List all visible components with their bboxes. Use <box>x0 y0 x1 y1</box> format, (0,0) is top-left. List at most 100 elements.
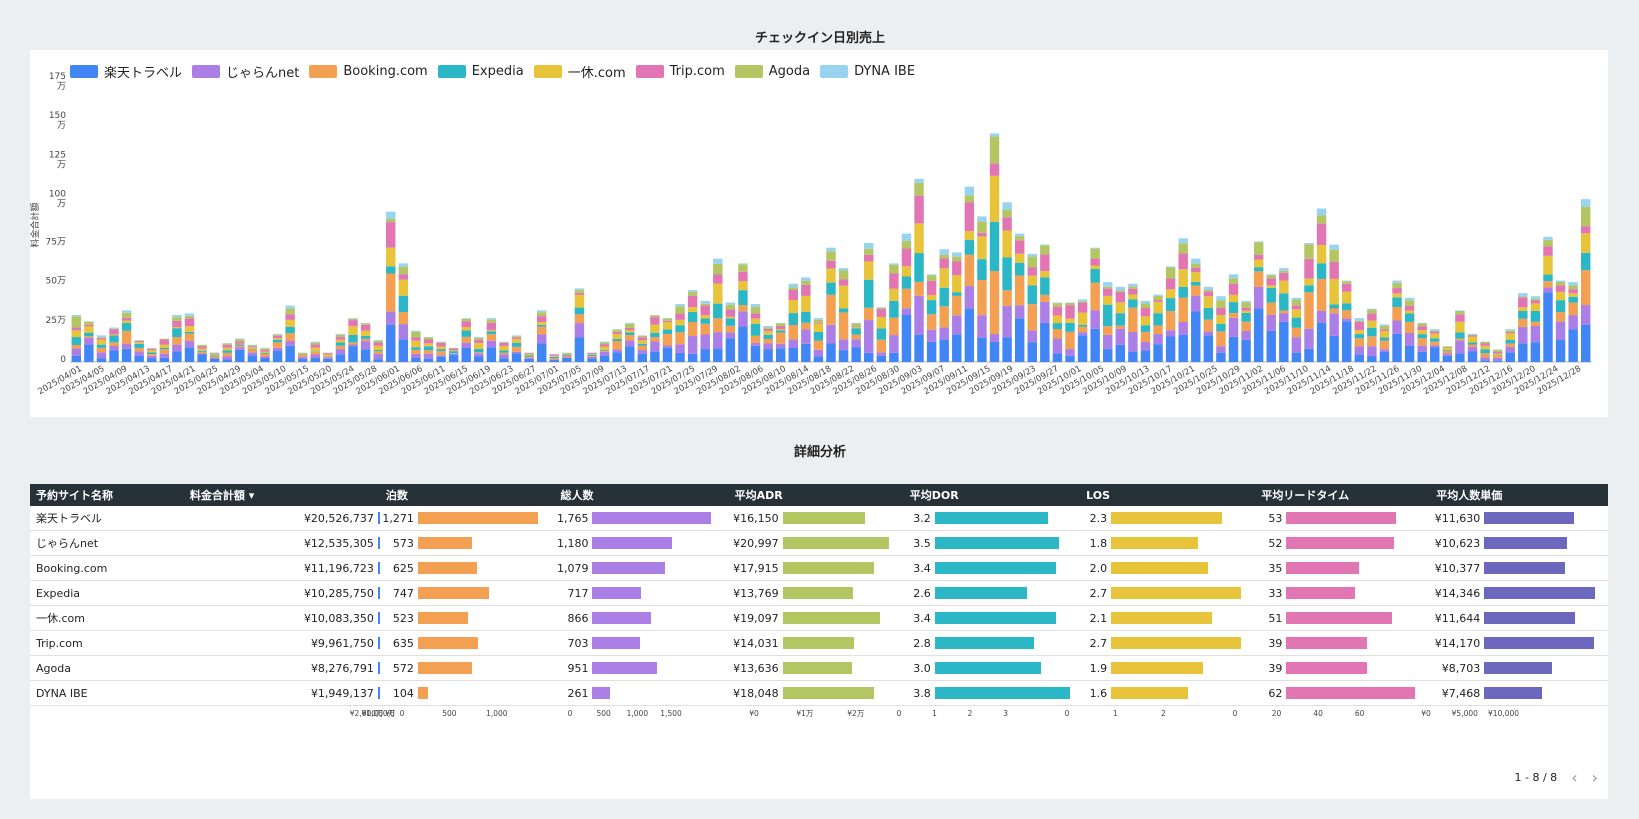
bar-segment <box>1367 308 1377 310</box>
cell-value: ¥16,150 <box>733 511 779 525</box>
bar-segment <box>1404 313 1415 322</box>
cell-value: ¥14,170 <box>1434 636 1481 650</box>
table-axis-tick: 1 <box>1113 709 1118 718</box>
bar-segment <box>637 335 648 338</box>
bar-segment <box>1492 357 1503 361</box>
bar-segment <box>285 341 295 346</box>
bar-segment <box>637 343 648 346</box>
table-cell: ¥12,535,305 <box>183 530 380 556</box>
bar-segment <box>864 279 874 308</box>
bar-segment <box>1128 288 1138 295</box>
bar-segment <box>1266 330 1276 362</box>
legend-item[interactable]: Trip.com <box>635 62 725 81</box>
legend-item[interactable]: 一休.com <box>533 62 626 81</box>
bar-segment <box>1178 286 1188 298</box>
table-cell: 573 <box>379 530 555 556</box>
header-column[interactable]: 料金合計額 ▾ <box>183 484 380 506</box>
bar-segment <box>96 352 107 359</box>
bar-segment <box>801 322 811 330</box>
bar-segment <box>1417 351 1427 362</box>
bar-segment <box>713 274 723 284</box>
bar-segment <box>1153 300 1163 302</box>
bar-segment <box>1329 244 1339 250</box>
bar-segment <box>1103 295 1113 305</box>
table-row[interactable]: Trip.com ¥9,961,750 635 703 ¥14,031 2.8 2.7 39 ¥… <box>30 630 1608 656</box>
next-page-button[interactable]: › <box>1591 768 1598 787</box>
bar-segment <box>687 336 698 354</box>
bar-segment <box>889 300 899 318</box>
header-column[interactable]: LOS <box>1080 484 1256 506</box>
table-cell: ¥20,526,737 <box>183 506 380 531</box>
bar-segment <box>499 358 509 362</box>
bar-segment <box>373 340 383 343</box>
bar-segment <box>109 327 119 329</box>
bar-segment <box>864 307 874 321</box>
legend-label: Trip.com <box>669 64 725 79</box>
bar-segment <box>1128 299 1138 308</box>
table-row[interactable]: DYNA IBE ¥1,949,137 104 261 ¥18,048 3.8 1.6 62 ¥… <box>30 680 1608 706</box>
legend-item[interactable]: 楽天トラベル <box>70 62 182 81</box>
table-row[interactable]: Booking.com ¥11,196,723 625 1,079 ¥17,915 3.4… <box>30 555 1608 581</box>
prev-page-button[interactable]: ‹ <box>1571 768 1578 787</box>
cell-value: 2.1 <box>1089 611 1108 625</box>
table-row[interactable]: 楽天トラベル ¥20,526,737 1,271 1,765 ¥16,150 3.2 2.3… <box>30 506 1608 531</box>
bar-segment <box>310 344 320 348</box>
bar-segment <box>725 325 736 333</box>
header-column[interactable]: 平均ADR <box>728 484 904 506</box>
bar-segment <box>977 221 987 233</box>
bar-segment <box>474 348 484 353</box>
bar-segment <box>599 351 610 356</box>
table-cell: 572 <box>379 655 555 681</box>
bar-segment <box>1555 280 1566 282</box>
legend-item[interactable]: DYNA IBE <box>820 62 915 81</box>
table-row[interactable]: じゃらんnet ¥12,535,305 573 1,180 ¥20,997 3.5 1.8 5… <box>30 530 1608 556</box>
header-column[interactable]: 総人数 <box>554 484 729 506</box>
header-column[interactable]: 平均人数単価 <box>1430 484 1608 506</box>
bar-segment <box>637 350 648 354</box>
header-column[interactable]: 平均リードタイム <box>1255 484 1431 506</box>
bar-segment <box>1354 322 1365 331</box>
bar-segment <box>499 352 509 355</box>
bar-segment <box>184 313 195 316</box>
bar-segment <box>1455 321 1465 333</box>
bar-segment <box>134 351 144 356</box>
header-column[interactable]: 平均DOR <box>903 484 1081 506</box>
cell-value: ¥10,623 <box>1434 536 1481 550</box>
bar-segment <box>813 318 824 320</box>
table-cell: 一休.com <box>30 605 184 631</box>
bar-segment <box>1140 342 1151 351</box>
bar-segment <box>1392 333 1402 362</box>
table-row[interactable]: 一休.com ¥10,083,350 523 866 ¥19,097 3.4 2.1 51 ¥1… <box>30 605 1608 631</box>
bar-segment <box>926 300 937 315</box>
table-row[interactable]: Expedia ¥10,285,750 747 717 ¥13,769 2.6 2.7 33 ¥… <box>30 580 1608 606</box>
bar-segment <box>864 320 874 353</box>
bar-segment <box>876 307 887 310</box>
bar-segment <box>1354 354 1365 362</box>
bar-segment <box>436 342 446 343</box>
table-row[interactable]: Agoda ¥8,276,791 572 951 ¥13,636 3.0 1.9 39 ¥8,7… <box>30 655 1608 681</box>
bar-segment <box>197 354 207 362</box>
legend-item[interactable]: Agoda <box>734 62 810 81</box>
legend-item[interactable]: Booking.com <box>309 62 428 81</box>
table-header-row: 予約サイト名称 料金合計額 ▾ 泊数 総人数 平均ADR 平均DOR LOS 平均リードタイム… <box>30 484 1608 506</box>
cell-value: 1,079 <box>556 561 589 575</box>
bar-segment <box>1153 325 1163 335</box>
bar-segment <box>964 231 975 241</box>
bar-segment <box>1241 331 1251 340</box>
bar-segment <box>1455 338 1465 341</box>
bar-segment <box>511 337 522 339</box>
bar-segment <box>1165 310 1176 331</box>
legend-item[interactable]: Expedia <box>437 62 524 81</box>
legend-item[interactable]: じゃらんnet <box>192 62 299 81</box>
bar-segment <box>461 348 471 362</box>
bar-segment <box>1342 321 1352 362</box>
bar-segment <box>826 260 836 269</box>
header-site-name[interactable]: 予約サイト名称 <box>30 484 184 506</box>
bar-segment <box>1291 317 1302 328</box>
table-cell: ¥11,196,723 <box>183 555 380 581</box>
header-column[interactable]: 泊数 <box>379 484 555 506</box>
cell-value: ¥10,083,350 <box>303 611 374 625</box>
bar-segment <box>1266 314 1276 331</box>
bar-segment <box>147 352 157 355</box>
bar-segment <box>386 311 396 325</box>
